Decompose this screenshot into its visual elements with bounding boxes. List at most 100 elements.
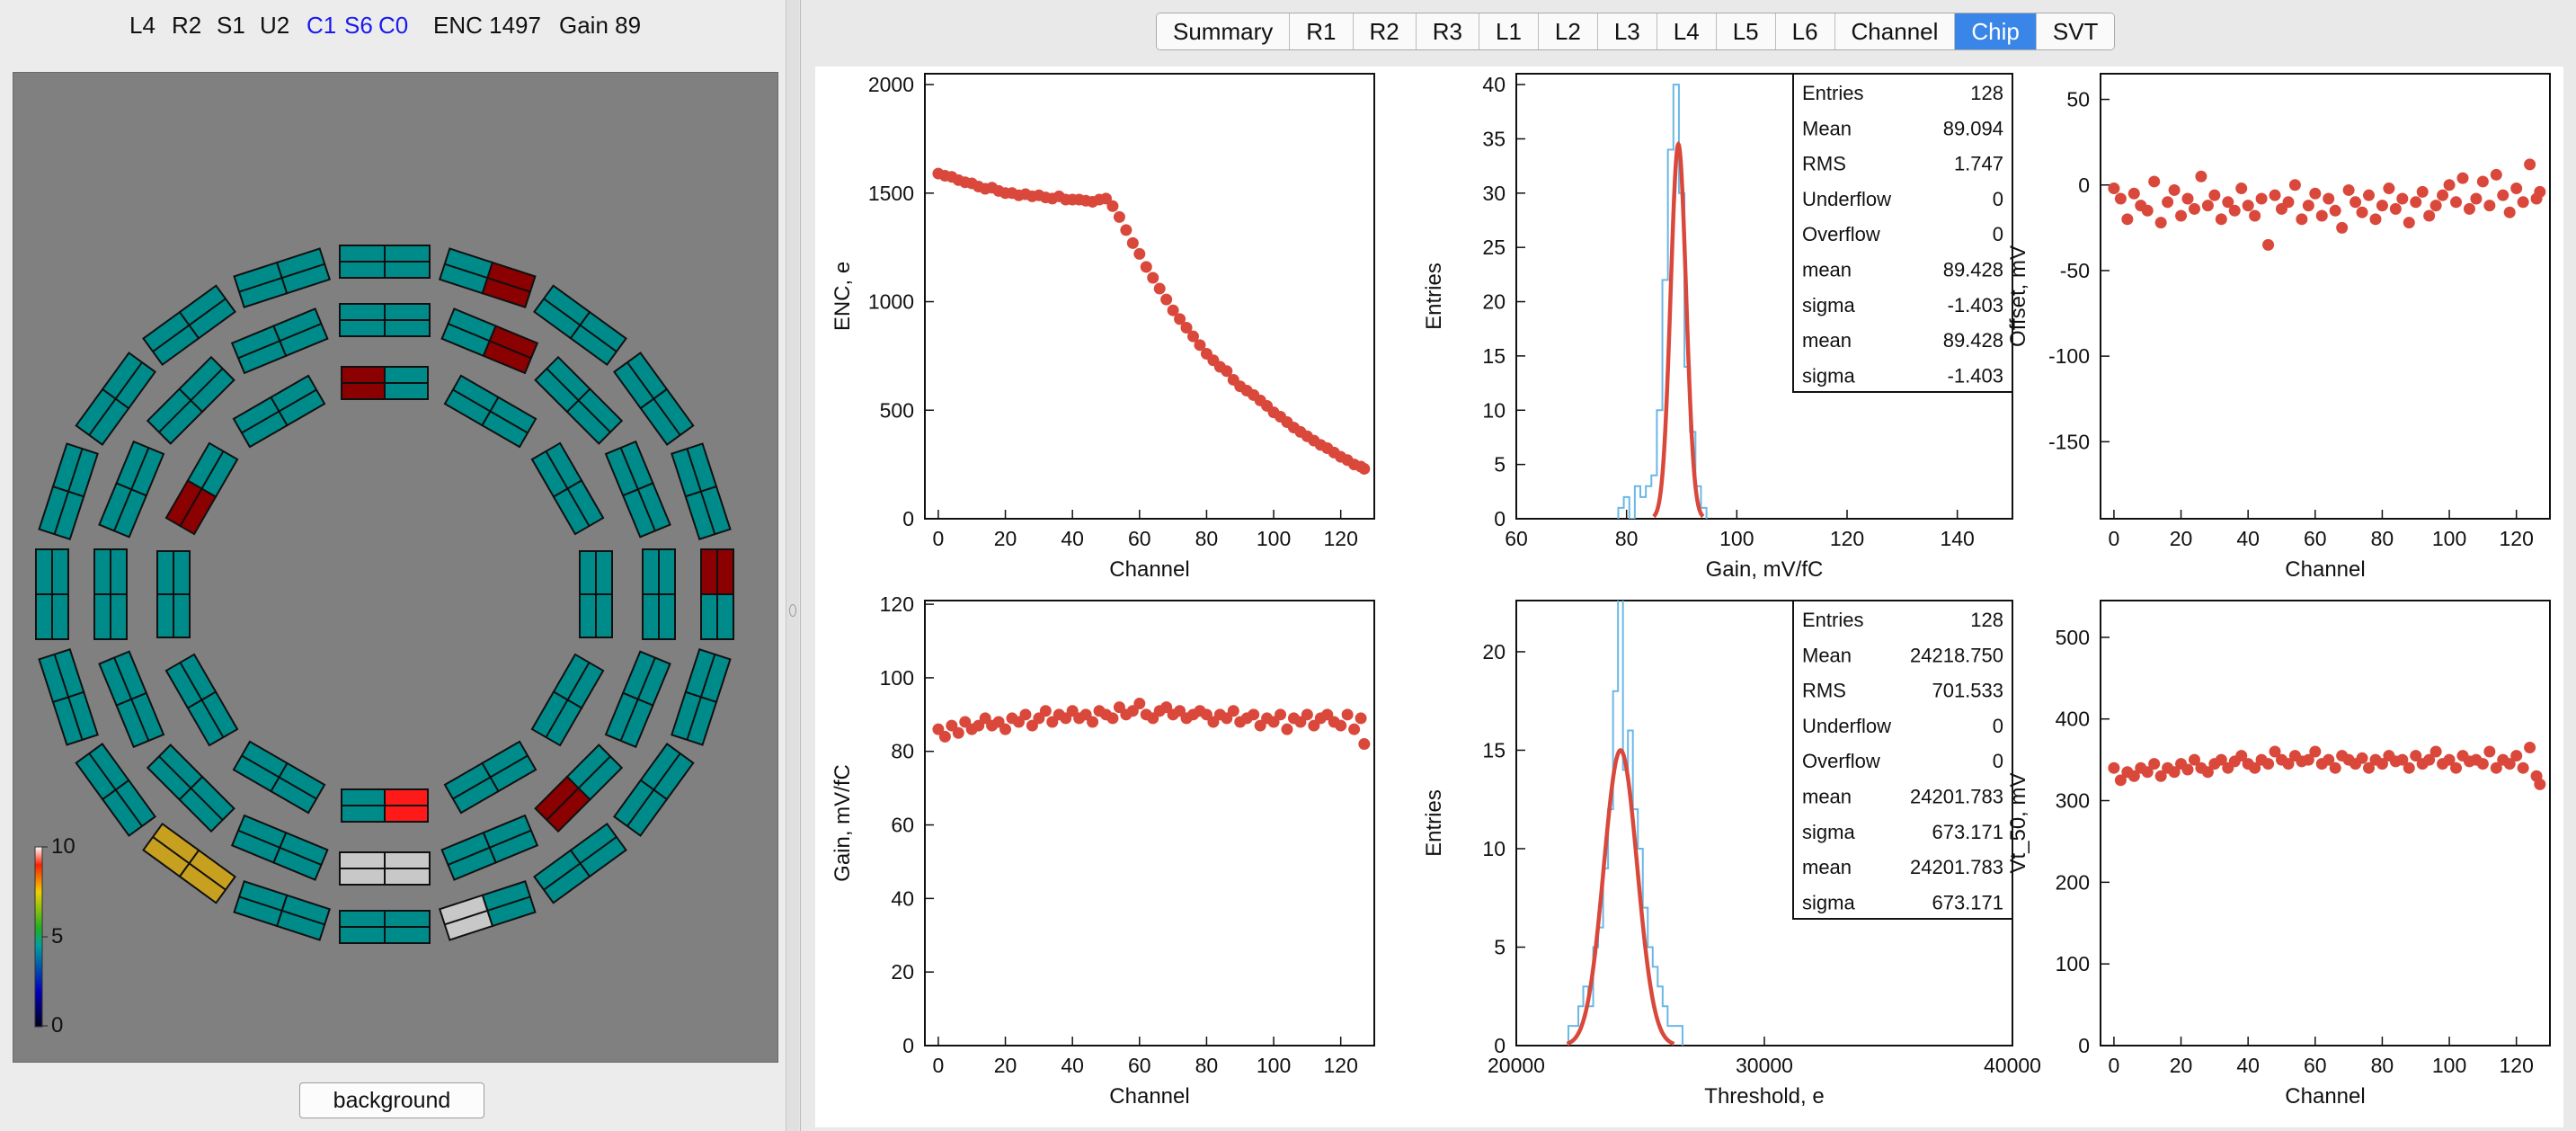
data-point <box>2416 185 2429 198</box>
divider-grip-icon[interactable] <box>789 604 796 617</box>
split-divider[interactable] <box>786 0 799 1131</box>
tab-chip[interactable]: Chip <box>1955 13 2037 49</box>
data-point <box>2524 741 2536 753</box>
sensor-module[interactable] <box>230 814 329 881</box>
sensor-module[interactable] <box>35 548 69 640</box>
module-divider <box>158 368 224 433</box>
tab-l1[interactable]: L1 <box>1479 13 1539 49</box>
sensor-module[interactable] <box>671 647 732 746</box>
module-divider <box>238 263 325 293</box>
sensor-module[interactable] <box>440 814 539 881</box>
sensor-module[interactable] <box>233 880 332 941</box>
data-point <box>2201 200 2214 212</box>
sensor-module[interactable] <box>612 352 695 446</box>
x-tick-label: 60 <box>1128 1054 1151 1077</box>
sensor-module[interactable] <box>579 550 613 638</box>
sensor-module[interactable] <box>438 247 537 308</box>
sensor-module[interactable] <box>232 374 326 449</box>
sensor-module[interactable] <box>146 744 235 833</box>
tab-r2[interactable]: R2 <box>1353 13 1417 49</box>
module-divider <box>448 829 532 866</box>
x-tick-label: 20000 <box>1488 1054 1545 1077</box>
sensor-module[interactable] <box>164 653 239 747</box>
data-point <box>2534 778 2546 790</box>
sensor-module[interactable] <box>443 740 537 815</box>
sensor-module[interactable] <box>604 650 671 749</box>
tab-l4[interactable]: L4 <box>1657 13 1717 49</box>
sensor-module[interactable] <box>533 284 627 367</box>
sensor-module[interactable] <box>604 440 671 539</box>
sensor-module[interactable] <box>339 245 431 279</box>
data-point <box>2470 192 2483 205</box>
sensor-module[interactable] <box>156 550 191 638</box>
data-point <box>1160 293 1173 306</box>
data-point <box>2443 753 2456 766</box>
sensor-module[interactable] <box>75 352 157 446</box>
sensor-module[interactable] <box>642 548 676 640</box>
data-point <box>2429 745 2442 758</box>
sensor-module[interactable] <box>233 247 332 308</box>
sensor-module[interactable] <box>142 822 236 904</box>
tab-l3[interactable]: L3 <box>1597 13 1657 49</box>
sensor-module[interactable] <box>142 284 236 367</box>
x-tick-label: 80 <box>1615 527 1639 550</box>
tab-summary[interactable]: Summary <box>1157 13 1291 49</box>
data-point <box>2154 217 2167 229</box>
sensor-module[interactable] <box>164 441 239 536</box>
data-point <box>2443 179 2456 191</box>
data-point <box>1187 330 1200 343</box>
module-divider <box>237 829 322 866</box>
tab-r3[interactable]: R3 <box>1416 13 1479 49</box>
x-tick-label: 0 <box>933 1054 945 1077</box>
sensor-module[interactable] <box>93 548 128 640</box>
sensor-module[interactable] <box>339 303 431 337</box>
sensor-module[interactable] <box>533 822 627 904</box>
sensor-module[interactable] <box>530 441 605 536</box>
sensor-module[interactable] <box>671 442 732 541</box>
sensor-module[interactable] <box>38 442 99 541</box>
sensor-module[interactable] <box>612 743 695 837</box>
stats-key: sigma <box>1802 294 1855 316</box>
sensor-module[interactable] <box>440 307 539 375</box>
y-axis-label: Entries <box>1422 263 1446 330</box>
status-u-code: U2 <box>260 12 290 39</box>
sensor-module[interactable] <box>700 548 734 640</box>
sensor-module[interactable] <box>232 740 326 815</box>
tab-r1[interactable]: R1 <box>1290 13 1354 49</box>
background-button[interactable]: background <box>299 1082 484 1118</box>
sensor-module[interactable] <box>534 744 624 833</box>
stats-key: mean <box>1802 329 1852 352</box>
data-point <box>2450 196 2463 209</box>
tab-l5[interactable]: L5 <box>1716 13 1776 49</box>
stats-key: RMS <box>1802 680 1846 702</box>
tab-channel[interactable]: Channel <box>1834 13 1956 49</box>
y-tick-label: 400 <box>2056 708 2090 731</box>
sensor-module[interactable] <box>98 650 165 749</box>
sensor-module[interactable] <box>534 355 624 445</box>
sensor-module[interactable] <box>339 910 431 944</box>
hist-group <box>1566 601 1683 1046</box>
sensor-module[interactable] <box>341 366 429 400</box>
x-tick-label: 40000 <box>1984 1054 2041 1077</box>
sensor-module[interactable] <box>443 374 537 449</box>
sensor-module[interactable] <box>98 440 165 539</box>
tab-l6[interactable]: L6 <box>1775 13 1835 49</box>
data-point <box>2262 758 2275 770</box>
sensor-module[interactable] <box>341 788 429 823</box>
x-axis-label: Threshold, e <box>1704 1084 1824 1109</box>
sensor-module[interactable] <box>339 851 431 886</box>
sensor-module[interactable] <box>438 880 537 941</box>
sensor-module[interactable] <box>230 307 329 375</box>
module-divider <box>179 450 225 527</box>
sensor-module[interactable] <box>75 743 157 837</box>
x-tick-label: 30000 <box>1736 1054 1793 1077</box>
stats-value: 128 <box>1970 609 2003 631</box>
sensor-module[interactable] <box>146 355 235 445</box>
y-axis-label: Vt_50, mV <box>2006 772 2030 873</box>
sensor-module[interactable] <box>530 653 605 747</box>
stats-value: 0 <box>1993 715 2003 737</box>
tab-l2[interactable]: L2 <box>1538 13 1598 49</box>
tab-svt[interactable]: SVT <box>2036 13 2115 49</box>
sensor-module[interactable] <box>38 647 99 746</box>
detector-view[interactable]: 10 5 0 <box>13 72 778 1063</box>
